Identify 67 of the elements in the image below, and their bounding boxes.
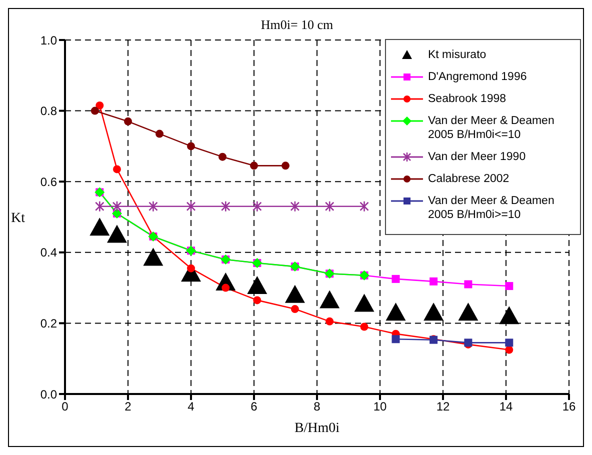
legend-label: Calabrese 2002 <box>428 172 510 186</box>
legend-label: D'Angremond 1996 <box>428 70 527 84</box>
point <box>96 101 104 110</box>
point <box>112 200 122 212</box>
point <box>290 200 300 212</box>
point <box>424 302 444 321</box>
point <box>106 224 127 243</box>
point <box>326 317 334 326</box>
point <box>124 117 132 126</box>
point <box>143 248 164 266</box>
point <box>186 200 196 212</box>
y-tick-label: 1.0 <box>40 33 58 48</box>
point <box>284 284 305 303</box>
x-tick-label: 12 <box>436 400 450 414</box>
point <box>354 294 374 312</box>
point <box>90 218 110 236</box>
x-axis-title: B/Hm0i <box>294 421 340 436</box>
point <box>360 322 368 331</box>
point <box>282 162 290 170</box>
point <box>324 200 334 212</box>
point <box>290 305 299 314</box>
point <box>95 200 104 212</box>
legend-label: Van der Meer & Deamen 2005 B/Hm0i<=10 <box>428 114 556 142</box>
point <box>253 296 262 304</box>
legend-label: Van der Meer 1990 <box>428 150 526 164</box>
point <box>90 106 99 115</box>
point <box>458 302 478 321</box>
point <box>222 284 230 292</box>
y-tick-label: 0.8 <box>40 104 58 118</box>
point <box>464 280 472 288</box>
point <box>505 346 514 354</box>
x-tick-label: 6 <box>250 400 258 414</box>
x-tick-label: 2 <box>124 400 132 414</box>
point <box>218 152 226 161</box>
x-tick-label: 10 <box>373 400 387 414</box>
x-tick-label: 4 <box>188 400 195 414</box>
point <box>392 335 400 344</box>
point <box>247 276 268 294</box>
point <box>187 264 195 272</box>
point <box>221 200 230 212</box>
point <box>505 338 514 347</box>
x-tick-label: 14 <box>499 400 513 414</box>
y-tick-label: 0.0 <box>40 387 58 402</box>
point <box>252 200 262 212</box>
y-axis-title: Kt <box>11 210 26 226</box>
x-tick-label: 0 <box>62 400 69 414</box>
point <box>187 142 195 150</box>
point <box>360 200 369 212</box>
legend-label: Kt misurato <box>428 48 486 62</box>
x-tick-label: 16 <box>562 400 576 414</box>
chart-title: Hm0i= 10 cm <box>260 17 334 32</box>
point <box>505 282 514 290</box>
y-tick-label: 0.6 <box>40 174 58 189</box>
point <box>386 302 406 321</box>
point <box>250 162 258 170</box>
y-tick-label: 0.2 <box>40 316 58 330</box>
point <box>499 306 520 324</box>
y-tick-label: 0.4 <box>40 246 58 260</box>
point <box>148 200 158 212</box>
point <box>392 274 400 283</box>
point <box>430 277 438 286</box>
point <box>156 130 164 138</box>
legend-label: Van der Meer & Deamen 2005 B/Hm0i>=10 <box>428 194 556 222</box>
point <box>320 290 340 308</box>
point <box>112 165 121 174</box>
legend-label: Seabrook 1998 <box>428 92 506 106</box>
x-tick-label: 8 <box>314 400 321 414</box>
